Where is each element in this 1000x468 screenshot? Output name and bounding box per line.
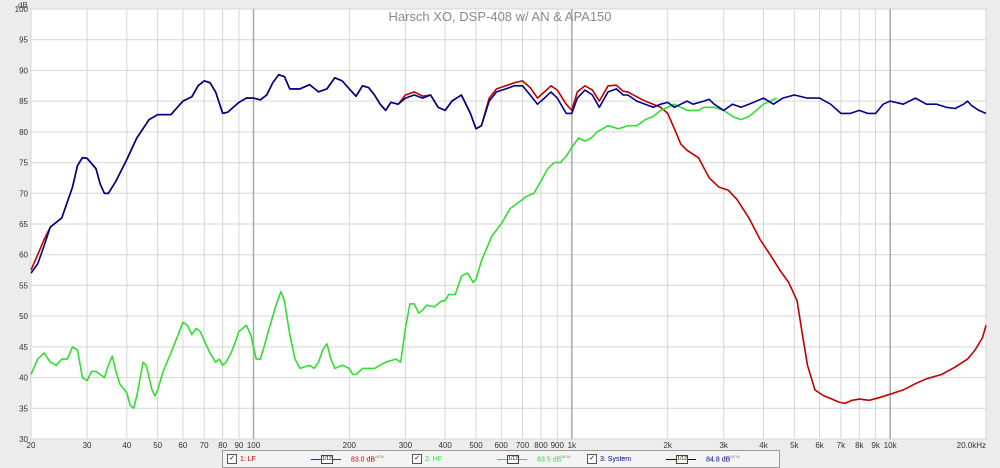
x-tick-label: 20 — [27, 441, 36, 450]
hf-response-line — [30, 97, 778, 410]
legend-system-swatch: 1/12 — [666, 454, 697, 464]
y-tick-label: 75 — [19, 159, 28, 168]
legend-lf-name: 1: LF — [240, 455, 256, 463]
x-tick-label: 50 — [153, 441, 162, 450]
x-tick-label: 4k — [759, 441, 768, 450]
x-tick-label: 90 — [234, 441, 243, 450]
checkbox-icon[interactable]: ✓ — [227, 454, 237, 464]
checkbox-icon[interactable]: ✓ — [412, 454, 422, 464]
smoothing-box: 1/12 — [320, 455, 333, 464]
x-tick-label: 600 — [495, 441, 509, 450]
y-tick-label: 35 — [19, 404, 28, 413]
y-tick-label: 85 — [19, 97, 28, 106]
y-tick-label: 100 — [15, 5, 29, 14]
x-tick-label: 300 — [399, 441, 413, 450]
system-response-line — [30, 73, 987, 274]
legend-hf-swatch: 1/12 — [497, 454, 528, 464]
grid — [30, 8, 987, 440]
y-axis: 30 35 40 45 50 55 60 65 70 75 80 85 90 95 100 — [15, 5, 29, 444]
checkbox-icon[interactable]: ✓ — [587, 454, 597, 464]
y-tick-label: 45 — [19, 343, 28, 352]
x-tick-label: 8k — [855, 441, 864, 450]
x-tick-label: 70 — [200, 441, 209, 450]
y-tick-label: 80 — [19, 128, 28, 137]
legend-item-hf[interactable]: ✓ 2: HF 1/12 83.5 dBNEW — [408, 451, 583, 467]
legend-system-level: 84.8 dBNEW — [706, 454, 740, 464]
legend-lf-level: 83.0 dBNEW — [350, 454, 385, 464]
x-tick-label: 7k — [837, 441, 846, 450]
legend-hf-name: 2: HF — [425, 455, 443, 463]
y-tick-label: 55 — [19, 281, 28, 290]
y-tick-label: 90 — [19, 66, 28, 75]
legend-item-lf[interactable]: ✓ 1: LF 1/12 83.0 dBNEW — [223, 451, 408, 467]
legend-lf-swatch: 1/12 — [310, 454, 341, 464]
x-tick-label: 6k — [815, 441, 824, 450]
x-tick-label: 20.0kHz — [957, 441, 986, 450]
x-tick-label: 3k — [719, 441, 728, 450]
chart-title: Harsch XO, DSP-408 w/ AN & APA150 — [388, 9, 611, 24]
x-tick-label: 2k — [663, 441, 672, 450]
x-tick-label: 5k — [790, 441, 799, 450]
x-tick-label: 400 — [438, 441, 452, 450]
y-axis-label: dB — [18, 1, 28, 10]
y-tick-label: 50 — [19, 312, 28, 321]
y-tick-label: 70 — [19, 189, 28, 198]
legend-item-system[interactable]: ✓ 3: System 1/12 84.8 dBNEW — [583, 451, 773, 467]
x-tick-label: 500 — [469, 441, 483, 450]
x-tick-label: 800 — [534, 441, 548, 450]
x-tick-label: 9k — [871, 441, 880, 450]
x-tick-label: 200 — [343, 441, 357, 450]
series-lines — [30, 73, 987, 410]
smoothing-box: 1/12 — [507, 455, 520, 464]
x-tick-label: 100 — [247, 441, 261, 450]
x-axis: 20 30 40 50 60 70 80 90 100 200 300 400 500 600 700 800… — [27, 441, 986, 450]
smoothing-box: 1/12 — [676, 455, 689, 464]
legend: ✓ 1: LF 1/12 83.0 dBNEW ✓ 2: HF 1/12 83.… — [222, 450, 780, 468]
x-tick-label: 60 — [178, 441, 187, 450]
y-tick-label: 60 — [19, 251, 28, 260]
x-tick-label: 700 — [516, 441, 530, 450]
x-tick-label: 30 — [83, 441, 92, 450]
x-tick-label: 80 — [218, 441, 227, 450]
legend-system-name: 3: System — [600, 455, 632, 463]
x-tick-label: 900 — [551, 441, 565, 450]
y-tick-label: 65 — [19, 220, 28, 229]
x-tick-label: 10k — [884, 441, 898, 450]
y-tick-label: 30 — [19, 435, 28, 444]
x-tick-label: 1k — [568, 441, 577, 450]
legend-hf-level: 83.5 dBNEW — [537, 454, 571, 464]
x-tick-label: 40 — [122, 441, 131, 450]
y-tick-label: 40 — [19, 374, 28, 383]
y-tick-label: 95 — [19, 36, 28, 45]
